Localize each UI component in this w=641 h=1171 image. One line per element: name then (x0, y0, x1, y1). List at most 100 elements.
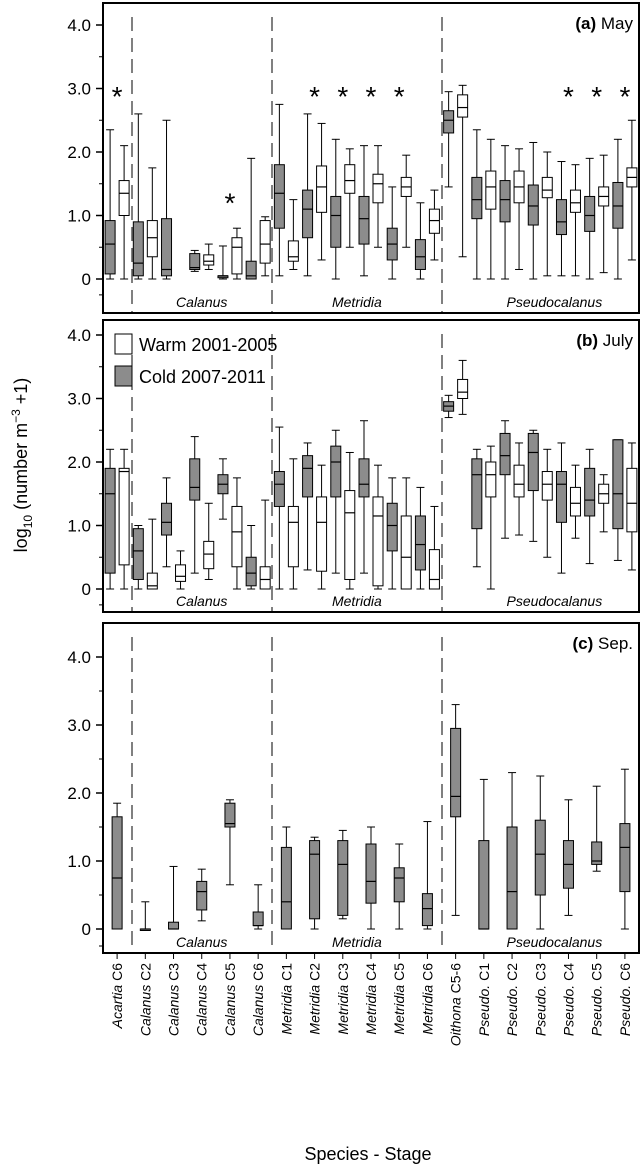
box-iqr (372, 496, 384, 587)
panel-tag: (c) (573, 634, 594, 653)
box-iqr (330, 195, 342, 248)
panel-tag: (a) (575, 14, 596, 33)
stage-name: C6 (109, 963, 125, 985)
stage-name: C3 (335, 963, 351, 985)
box-iqr (189, 458, 201, 501)
genus-name: Metridia (391, 985, 407, 1035)
x-tick-label: Pseudo. C6 (617, 963, 633, 1036)
box-cold (421, 821, 433, 930)
box-iqr (104, 220, 116, 275)
genus-name: Metridia (335, 985, 351, 1035)
x-tick-label: Calanus C4 (194, 963, 210, 1036)
box-iqr (146, 572, 158, 590)
genus-name: Metridia (419, 985, 435, 1035)
box-cold (302, 442, 314, 571)
box-iqr (612, 439, 624, 530)
box-cold (224, 799, 236, 886)
box-warm (485, 138, 497, 280)
box-cold (527, 429, 539, 542)
box-warm (541, 448, 553, 558)
box-cold (330, 138, 342, 280)
box-iqr (555, 199, 567, 236)
box-iqr (541, 471, 553, 501)
legend-label: Cold 2007-2011 (139, 367, 266, 387)
box-warm (513, 148, 525, 270)
box-iqr (231, 505, 243, 568)
box-warm (457, 84, 469, 258)
box-iqr (499, 180, 511, 223)
stage-name: C2 (504, 963, 520, 985)
stage-name: C4 (194, 963, 210, 985)
box-iqr (569, 189, 581, 213)
y-tick-label: 0 (82, 270, 91, 289)
box-warm (203, 243, 215, 270)
box-cold (555, 161, 567, 277)
x-tick-label: Metridia C6 (419, 963, 435, 1035)
box-cold (612, 138, 624, 280)
box-warm (316, 464, 328, 590)
box-cold (562, 799, 574, 916)
genus-name: Metridia (363, 985, 379, 1035)
significance-star: * (394, 81, 405, 112)
y-tick-label: 1.0 (67, 852, 91, 871)
x-tick-label: Pseudo. C4 (560, 963, 576, 1036)
box-iqr (386, 502, 398, 552)
box-iqr (252, 911, 264, 927)
group-label: Pseudocalanus (506, 934, 602, 950)
box-warm (344, 451, 356, 590)
box-warm (259, 499, 271, 590)
box-iqr (443, 110, 455, 134)
box-warm (541, 151, 553, 277)
significance-star: * (366, 81, 377, 112)
box-warm (203, 502, 215, 580)
box-cold (471, 129, 483, 280)
x-tick-label: Calanus C6 (250, 963, 266, 1036)
box-iqr (259, 566, 271, 590)
legend-swatch (114, 365, 133, 387)
box-iqr (309, 840, 321, 920)
box-iqr (111, 816, 123, 930)
box-warm (118, 448, 130, 590)
box-cold (252, 884, 264, 930)
y-axis-label: log10 (number m−3 +1) (9, 378, 35, 553)
panel-title: (b) July (576, 331, 633, 350)
box-iqr (414, 239, 426, 270)
genus-name: Calanus (137, 985, 153, 1036)
box-iqr (280, 846, 292, 930)
box-iqr (534, 819, 546, 896)
box-iqr (118, 180, 130, 216)
box-cold (196, 868, 208, 922)
box-warm (598, 154, 610, 274)
box-iqr (287, 505, 299, 568)
box-iqr (428, 549, 440, 590)
box-warm (344, 148, 356, 248)
box-iqr (132, 221, 144, 277)
x-tick-label: Pseudo. C3 (532, 963, 548, 1036)
box-warm (372, 145, 384, 248)
box-iqr (527, 184, 539, 226)
x-tick-label: Metridia C2 (307, 963, 323, 1035)
x-tick-label: Pseudo. C5 (589, 963, 605, 1036)
box-iqr (478, 840, 490, 930)
box-iqr (302, 455, 314, 498)
y-tick-label: 4.0 (67, 326, 91, 345)
box-iqr (358, 458, 370, 498)
box-cold (534, 775, 546, 930)
box-iqr (485, 170, 497, 210)
box-cold (217, 458, 229, 520)
y-tick-label: 3.0 (67, 716, 91, 735)
legend-label: Warm 2001-2005 (139, 335, 277, 355)
box-iqr (591, 841, 603, 865)
box-warm (287, 458, 299, 590)
box-cold (506, 772, 518, 930)
box-cold (104, 448, 116, 590)
stage-name: C3 (532, 963, 548, 985)
box-cold (132, 525, 144, 590)
genus-name: Calanus (222, 985, 238, 1036)
group-label: Metridia (332, 934, 382, 950)
box-warm (569, 164, 581, 277)
x-tick-label: Pseudo. C2 (504, 963, 520, 1036)
box-cold (584, 157, 596, 280)
box-iqr (175, 564, 187, 582)
